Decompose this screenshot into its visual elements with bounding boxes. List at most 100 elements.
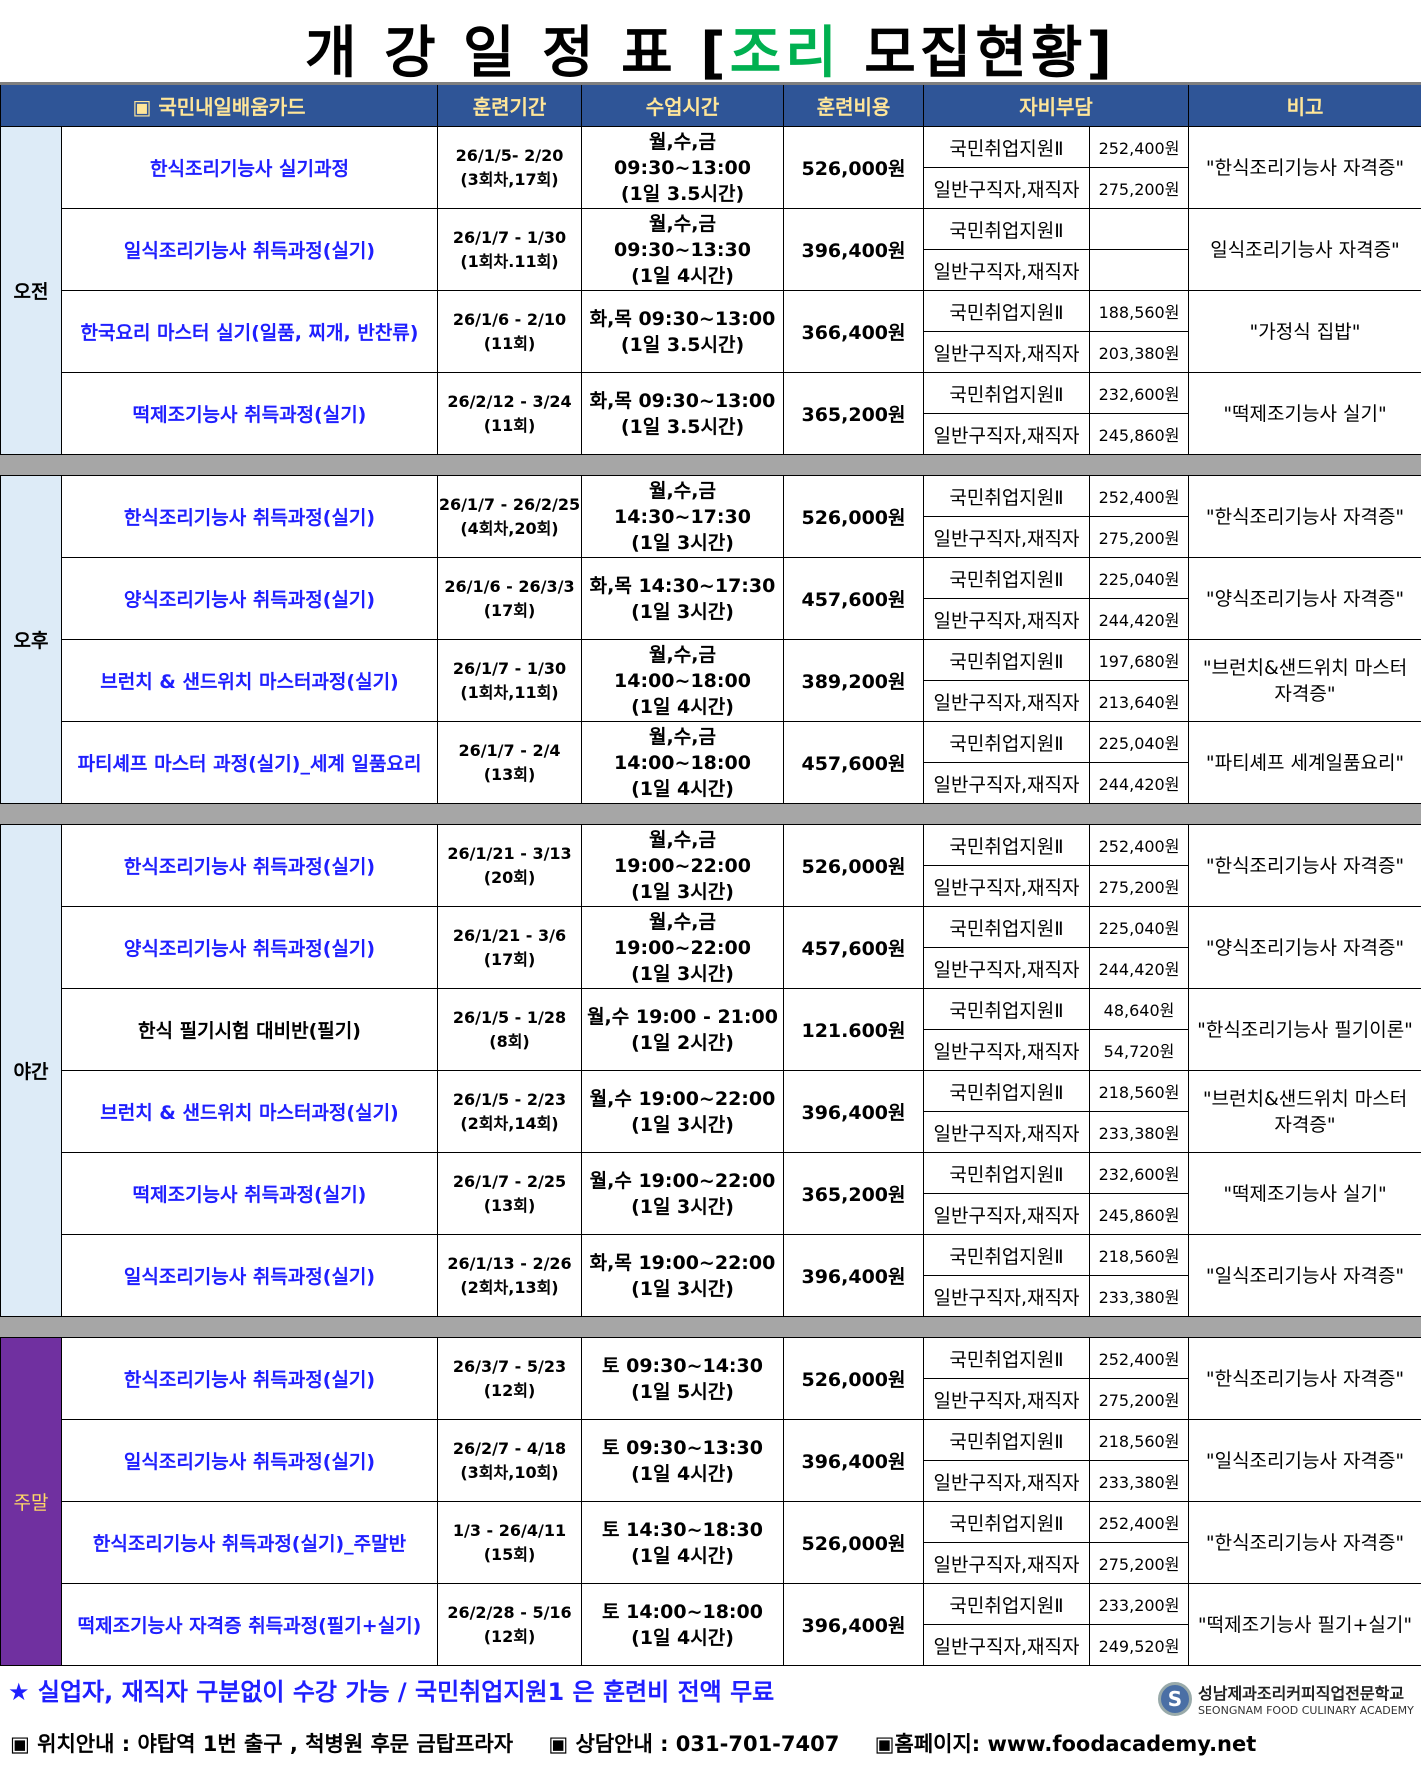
separator-cell bbox=[0, 1316, 1421, 1338]
class-time: 화,목 09:30~13:00 (1일 3.5시간) bbox=[581, 290, 784, 373]
line: 월,수 19:00~22:00 bbox=[589, 1087, 776, 1110]
class-time: 월,수,금 19:00~22:00 (1일 3시간) bbox=[581, 824, 784, 907]
type-label-employment-support: 국민취업지원Ⅱ bbox=[923, 1070, 1090, 1112]
course-note: "한식조리기능사 자격증" bbox=[1188, 1501, 1421, 1584]
course-name[interactable]: 한국요리 마스터 실기(일품, 찌개, 반찬류) bbox=[61, 290, 438, 373]
training-period: 26/1/6 - 26/3/3 (17회) bbox=[437, 557, 582, 640]
course-note: "떡제조기능사 실기" bbox=[1188, 372, 1421, 455]
course-row-sub: 일반구직자,재직자 233,380원 bbox=[1, 1111, 1421, 1153]
course-row: 주말 한식조리기능사 취득과정(실기) 26/3/7 - 5/23 (12회) 토 09… bbox=[0, 1337, 1421, 1666]
type-label-general: 일반구직자,재직자 bbox=[923, 1460, 1090, 1502]
self-pay-amount: 225,040원 bbox=[1088, 721, 1190, 763]
type-label-general: 일반구직자,재직자 bbox=[923, 1029, 1090, 1071]
type-label-employment-support: 국민취업지원Ⅱ bbox=[923, 1337, 1090, 1379]
course-row: 양식조리기능사 취득과정(실기) 26/1/21 - 3/6 (17회) 월,수,금 … bbox=[1, 906, 1421, 989]
course-row: 오전 한식조리기능사 실기과정 26/1/5- 2/20 (3회차,17회) 월,수,금… bbox=[0, 126, 1421, 455]
course-name[interactable]: 한식조리기능사 취득과정(실기) bbox=[61, 1337, 438, 1420]
header-note: 비고 bbox=[1188, 82, 1421, 127]
type-label-employment-support: 국민취업지원Ⅱ bbox=[923, 824, 1090, 866]
notice-text: ★ 실업자, 재직자 구분없이 수강 가능 / 국민취업지원1 은 훈련비 전액… bbox=[8, 1678, 775, 1706]
training-cost: 365,200원 bbox=[783, 1152, 924, 1235]
course-note: "양식조리기능사 자격증" bbox=[1188, 906, 1421, 989]
line: (3회차,10회) bbox=[460, 1462, 559, 1482]
line: 26/1/5 - 2/23 bbox=[452, 1089, 567, 1109]
line: 26/1/6 - 2/10 bbox=[452, 309, 567, 329]
course-name[interactable]: 일식조리기능사 취득과정(실기) bbox=[61, 1234, 438, 1317]
course-name[interactable]: 파티셰프 마스터 과정(실기)_세계 일품요리 bbox=[61, 721, 438, 804]
section-separator bbox=[0, 803, 1421, 825]
page-title: 개 강 일 정 표 [조리 모집현황] bbox=[305, 21, 1116, 86]
self-pay-amount: 213,640원 bbox=[1088, 680, 1190, 722]
course-name[interactable]: 일식조리기능사 취득과정(실기) bbox=[61, 208, 438, 291]
type-label-employment-support: 국민취업지원Ⅱ bbox=[923, 557, 1090, 599]
self-pay-amount: 252,400원 bbox=[1088, 824, 1190, 866]
course-name[interactable]: 브런치 & 샌드위치 마스터과정(실기) bbox=[61, 639, 438, 722]
type-label-employment-support: 국민취업지원Ⅱ bbox=[923, 290, 1090, 332]
self-pay-amount: 197,680원 bbox=[1088, 639, 1190, 681]
self-pay-amount: 252,400원 bbox=[1088, 126, 1190, 168]
training-period: 26/1/7 - 2/25 (13회) bbox=[437, 1152, 582, 1235]
type-label-general: 일반구직자,재직자 bbox=[923, 1193, 1090, 1235]
type-label-general: 일반구직자,재직자 bbox=[923, 1542, 1090, 1584]
course-name[interactable]: 한식조리기능사 실기과정 bbox=[61, 126, 438, 209]
separator-cell bbox=[0, 803, 1421, 825]
line: (1일 3시간) bbox=[631, 880, 734, 903]
course-name[interactable]: 한식조리기능사 취득과정(실기)_주말반 bbox=[61, 1501, 438, 1584]
type-label-general: 일반구직자,재직자 bbox=[923, 1624, 1090, 1666]
self-pay-amount: 218,560원 bbox=[1088, 1234, 1190, 1276]
line: 26/1/21 - 3/13 bbox=[447, 843, 572, 863]
course-name[interactable]: 양식조리기능사 취득과정(실기) bbox=[61, 557, 438, 640]
line: 월,수,금 09:30~13:30 bbox=[614, 212, 751, 261]
course-name[interactable]: 일식조리기능사 취득과정(실기) bbox=[61, 1419, 438, 1502]
line: (1일 3시간) bbox=[631, 1195, 734, 1218]
self-pay-amount: 252,400원 bbox=[1088, 1337, 1190, 1379]
course-note: "한식조리기능사 자격증" bbox=[1188, 824, 1421, 907]
self-pay-amount: 244,420원 bbox=[1088, 598, 1190, 640]
session-label: 야간 bbox=[0, 824, 62, 1317]
line: 월,수,금 19:00~22:00 bbox=[614, 828, 751, 877]
self-pay-amount: 232,600원 bbox=[1088, 372, 1190, 414]
class-time: 월,수 19:00~22:00 (1일 3시간) bbox=[581, 1152, 784, 1235]
training-period: 26/2/12 - 3/24 (11회) bbox=[437, 372, 582, 455]
self-pay-amount bbox=[1088, 208, 1190, 250]
header-time: 수업시간 bbox=[581, 82, 784, 127]
header-period: 훈련기간 bbox=[437, 82, 582, 127]
line: (1일 5시간) bbox=[631, 1380, 734, 1403]
self-pay-amount: 249,520원 bbox=[1088, 1624, 1190, 1666]
course-name[interactable]: 떡제조기능사 취득과정(실기) bbox=[61, 372, 438, 455]
class-time: 토 14:30~18:30 (1일 4시간) bbox=[581, 1501, 784, 1584]
type-label-general: 일반구직자,재직자 bbox=[923, 167, 1090, 209]
training-period: 26/3/7 - 5/23 (12회) bbox=[437, 1337, 582, 1420]
course-row-sub: 일반구직자,재직자 245,860원 bbox=[1, 1193, 1421, 1235]
training-cost: 396,400원 bbox=[783, 1234, 924, 1317]
course-name[interactable]: 한식 필기시험 대비반(필기) bbox=[61, 988, 438, 1071]
course-row: 한국요리 마스터 실기(일품, 찌개, 반찬류) 26/1/6 - 2/10 (11… bbox=[1, 290, 1421, 373]
logo-emblem-icon: S bbox=[1158, 1681, 1192, 1716]
course-row-sub: 일반구직자,재직자 275,200원 bbox=[1, 1378, 1421, 1420]
course-name[interactable]: 떡제조기능사 취득과정(실기) bbox=[61, 1152, 438, 1235]
line: (4회차,20회) bbox=[460, 518, 559, 538]
course-name[interactable]: 한식조리기능사 취득과정(실기) bbox=[61, 475, 438, 558]
self-pay-amount: 275,200원 bbox=[1088, 167, 1190, 209]
course-name[interactable]: 떡제조기능사 자격증 취득과정(필기+실기) bbox=[61, 1583, 438, 1666]
course-row: 오후 한식조리기능사 취득과정(실기) 26/1/7 - 26/2/25 (4회차,2… bbox=[0, 475, 1421, 804]
course-row-sub: 일반구직자,재직자 244,420원 bbox=[1, 762, 1421, 804]
self-pay-amount: 225,040원 bbox=[1088, 906, 1190, 948]
homepage-link[interactable]: ▣홈페이지: www.foodacademy.net bbox=[874, 1732, 1257, 1756]
line: (11회) bbox=[483, 415, 536, 435]
training-period: 26/1/7 - 1/30 (1회차,11회) bbox=[437, 639, 582, 722]
line: (2회차,13회) bbox=[460, 1277, 559, 1297]
line: 월,수,금 09:30~13:00 bbox=[614, 130, 751, 179]
line: 26/1/7 - 1/30 bbox=[452, 227, 567, 247]
line: (1일 4시간) bbox=[631, 777, 734, 800]
course-name[interactable]: 양식조리기능사 취득과정(실기) bbox=[61, 906, 438, 989]
training-cost: 396,400원 bbox=[783, 1583, 924, 1666]
class-time: 화,목 09:30~13:00 (1일 3.5시간) bbox=[581, 372, 784, 455]
course-row: 일식조리기능사 취득과정(실기) 26/1/13 - 2/26 (2회차,13회) 화… bbox=[1, 1234, 1421, 1317]
line: (1일 3.5시간) bbox=[620, 182, 745, 205]
course-name[interactable]: 브런치 & 샌드위치 마스터과정(실기) bbox=[61, 1070, 438, 1153]
self-pay-amount: 244,420원 bbox=[1088, 762, 1190, 804]
line: 26/1/6 - 26/3/3 bbox=[444, 576, 575, 596]
course-name[interactable]: 한식조리기능사 취득과정(실기) bbox=[61, 824, 438, 907]
type-label-employment-support: 국민취업지원Ⅱ bbox=[923, 1419, 1090, 1461]
